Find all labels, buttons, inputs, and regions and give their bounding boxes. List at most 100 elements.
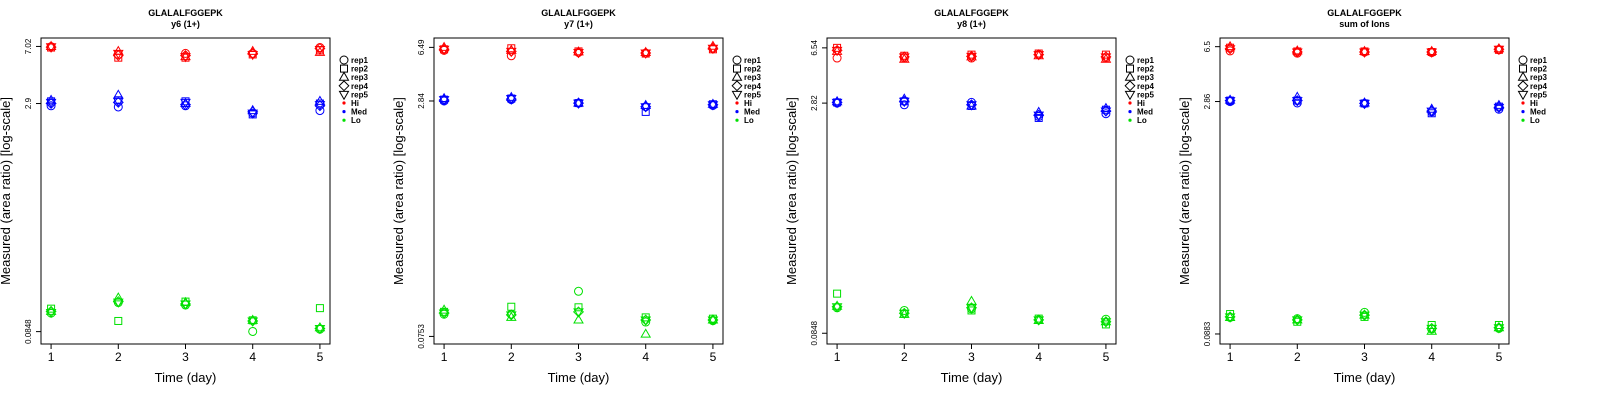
x-tick-label: 1 xyxy=(48,350,55,364)
legend-label-Med: Med xyxy=(744,108,760,117)
legend-marker-rep3 xyxy=(1124,71,1136,81)
data-point-lo-rep5 xyxy=(640,316,652,326)
legend-label-rep3: rep3 xyxy=(351,73,368,82)
data-point-med-rep3 xyxy=(314,95,326,105)
data-point-med-rep5 xyxy=(1426,107,1438,117)
data-point-hi-rep5 xyxy=(640,49,652,59)
legend-dot-Lo xyxy=(735,118,739,122)
legend-marker-rep2 xyxy=(1126,64,1134,73)
data-point-hi-rep3 xyxy=(45,40,57,50)
y-tick-label: 2.9 xyxy=(24,97,33,109)
y-tick-label: 0.0883 xyxy=(1203,321,1212,346)
legend-label-Hi: Hi xyxy=(351,99,359,108)
legend-label-rep1: rep1 xyxy=(351,56,368,65)
data-point-lo-rep3 xyxy=(573,314,584,324)
y-tick-label: 6.54 xyxy=(810,40,819,56)
x-tick-label: 2 xyxy=(508,350,515,364)
legend-label-Med: Med xyxy=(1137,108,1153,117)
chart-title: GLALALFGGEPK xyxy=(934,8,1009,18)
legend-marker-rep2 xyxy=(733,64,741,73)
x-tick-label: 2 xyxy=(901,350,908,364)
data-point-lo-rep5 xyxy=(898,309,910,320)
legend-marker-rep1 xyxy=(1518,55,1528,65)
x-tick-label: 3 xyxy=(182,350,189,364)
x-axis-label: Time (day) xyxy=(548,370,610,385)
x-tick-label: 1 xyxy=(441,350,448,364)
data-point-lo-rep5 xyxy=(45,309,57,319)
data-point-med-rep2 xyxy=(1034,113,1043,122)
x-tick-label: 3 xyxy=(1361,350,1368,364)
data-point-lo-rep5 xyxy=(247,317,259,327)
data-point-med-rep5 xyxy=(112,97,124,108)
legend-marker-rep3 xyxy=(338,71,350,81)
data-point-hi-rep5 xyxy=(180,53,191,63)
data-point-lo-rep3 xyxy=(1291,314,1303,324)
legend-label-Lo: Lo xyxy=(351,116,361,125)
legend-dot-Med xyxy=(735,110,739,114)
y-tick-label: 0.0848 xyxy=(24,319,33,344)
x-tick-label: 4 xyxy=(1035,350,1042,364)
y-axis-label: Measured (area ratio) [log-scale] xyxy=(1177,97,1192,285)
legend-label-rep2: rep2 xyxy=(351,65,368,74)
data-point-hi-rep3 xyxy=(640,46,652,56)
data-point-hi-rep5 xyxy=(112,49,124,60)
data-point-hi-rep5 xyxy=(707,44,719,55)
legend-marker-rep2 xyxy=(340,64,348,73)
legend-label-rep4: rep4 xyxy=(1137,82,1154,91)
legend-label-rep2: rep2 xyxy=(1137,65,1154,74)
data-point-med-rep5 xyxy=(707,101,719,111)
data-point-hi-rep5 xyxy=(247,50,259,61)
legend-label-rep1: rep1 xyxy=(1530,56,1547,65)
y-tick-label: 0.0753 xyxy=(417,324,426,349)
plot-frame xyxy=(826,37,1117,345)
data-point-lo-rep5 xyxy=(1426,324,1438,335)
x-tick-label: 5 xyxy=(1496,350,1503,364)
legend-dot-Lo xyxy=(342,118,346,122)
data-point-med-rep5 xyxy=(831,98,843,109)
data-point-med-rep1 xyxy=(113,102,123,112)
legend-label-Med: Med xyxy=(1530,108,1546,117)
legend-label-Hi: Hi xyxy=(1137,99,1145,108)
data-point-med-rep5 xyxy=(314,101,326,111)
data-point-med-rep5 xyxy=(1291,97,1303,107)
legend-marker-rep4 xyxy=(1124,80,1136,92)
data-point-lo-rep3 xyxy=(831,300,843,310)
data-point-lo-rep2 xyxy=(507,302,516,311)
legend-label-Hi: Hi xyxy=(744,99,752,108)
data-point-hi-rep5 xyxy=(573,48,584,59)
chart-title: GLALALFGGEPK xyxy=(148,8,223,18)
data-point-lo-rep3 xyxy=(1224,311,1236,321)
data-point-med-rep3 xyxy=(1224,94,1236,104)
data-point-hi-rep5 xyxy=(45,43,57,53)
y-tick-label: 0.0848 xyxy=(810,320,819,345)
legend-label-Hi: Hi xyxy=(1530,99,1538,108)
x-tick-label: 2 xyxy=(115,350,122,364)
data-point-hi-rep5 xyxy=(1426,48,1438,58)
data-point-lo-rep3 xyxy=(247,314,259,324)
data-point-hi-rep5 xyxy=(1033,51,1045,61)
data-point-med-rep5 xyxy=(45,98,57,109)
data-point-lo-rep3 xyxy=(707,314,719,324)
legend-marker-rep4 xyxy=(338,80,350,92)
data-point-lo-rep2 xyxy=(967,306,976,315)
x-tick-label: 2 xyxy=(1294,350,1301,364)
data-point-med-rep5 xyxy=(573,99,584,109)
data-point-lo-rep3 xyxy=(1100,315,1112,326)
x-tick-label: 5 xyxy=(317,350,324,364)
data-point-lo-rep5 xyxy=(314,324,326,335)
data-point-hi-rep3 xyxy=(1359,45,1370,55)
data-point-lo-rep3 xyxy=(1359,309,1370,319)
x-axis-label: Time (day) xyxy=(1334,370,1396,385)
legend-dot-Med xyxy=(342,110,346,114)
data-point-hi-rep3 xyxy=(573,46,584,56)
legend-label-rep2: rep2 xyxy=(1530,65,1547,74)
legend-label-rep5: rep5 xyxy=(351,90,368,99)
x-tick-label: 4 xyxy=(249,350,256,364)
data-point-med-rep5 xyxy=(438,96,450,106)
